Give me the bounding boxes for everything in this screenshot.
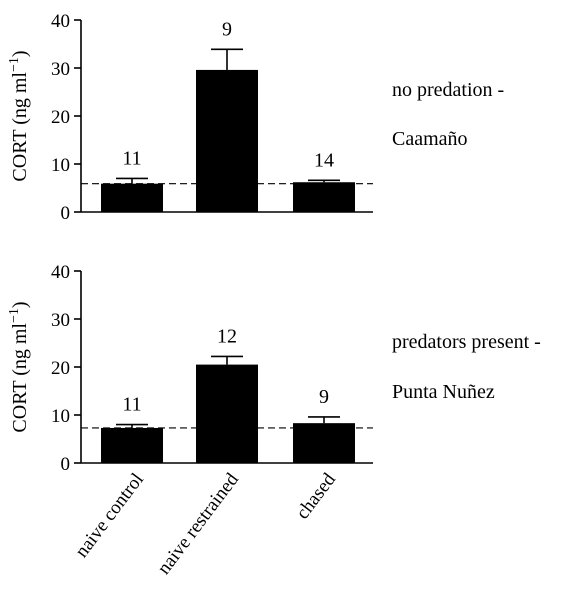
panel-label-line: Punta Nuñez (392, 381, 495, 403)
x-category-label: chased (292, 469, 340, 523)
y-tick-label: 20 (51, 107, 70, 128)
x-category-label: naive restrained (154, 469, 244, 579)
y-tick-label: 30 (51, 310, 70, 331)
y-tick-label: 10 (51, 155, 70, 176)
x-category-label: naive control (71, 469, 148, 561)
y-tick-label: 20 (51, 358, 70, 379)
y-axis-label-superscript: −1 (7, 308, 22, 323)
y-tick-label: 30 (51, 59, 70, 80)
y-tick-label: 0 (61, 454, 71, 475)
panel-label-line: predators present - (392, 331, 541, 353)
bar-chased (293, 182, 355, 212)
bar-naive-control (101, 427, 163, 463)
y-axis-label-close: ) (9, 50, 31, 57)
sample-size-label: 14 (314, 149, 334, 171)
bar-chased (293, 423, 355, 463)
panel-label-line: no predation - (392, 79, 504, 101)
y-tick-label: 0 (61, 203, 71, 224)
panel-label-line: Caamaño (392, 128, 468, 150)
bar-naive-control (101, 183, 163, 212)
y-tick-label: 40 (51, 11, 70, 32)
bar-naive-restrained (196, 364, 258, 463)
y-tick-label: 40 (51, 262, 70, 283)
sample-size-label: 12 (217, 325, 237, 347)
bar-naive-restrained (196, 69, 258, 212)
chart-panel-1: 0 10 20 30 40 CORT (ng ml−1) 11 9 14 no predation… (7, 11, 504, 224)
y-axis-label-text: CORT (ng ml (9, 72, 31, 182)
sample-size-label: 9 (222, 18, 232, 40)
sample-size-label: 11 (122, 147, 141, 169)
y-axis-label-close: ) (9, 301, 31, 308)
y-axis-label: CORT (ng ml−1) (7, 301, 31, 432)
y-axis-label: CORT (ng ml−1) (7, 50, 31, 181)
x-category-labels: naive control naive restrained chased (71, 469, 340, 579)
y-tick-label: 10 (51, 406, 70, 427)
chart-panel-2: 0 10 20 30 40 CORT (ng ml−1) 11 12 9 predators pr… (7, 262, 541, 475)
y-axis-label-text: CORT (ng ml (9, 323, 31, 433)
y-axis-label-superscript: −1 (7, 57, 22, 72)
sample-size-label: 11 (122, 394, 141, 416)
sample-size-label: 9 (319, 386, 329, 408)
